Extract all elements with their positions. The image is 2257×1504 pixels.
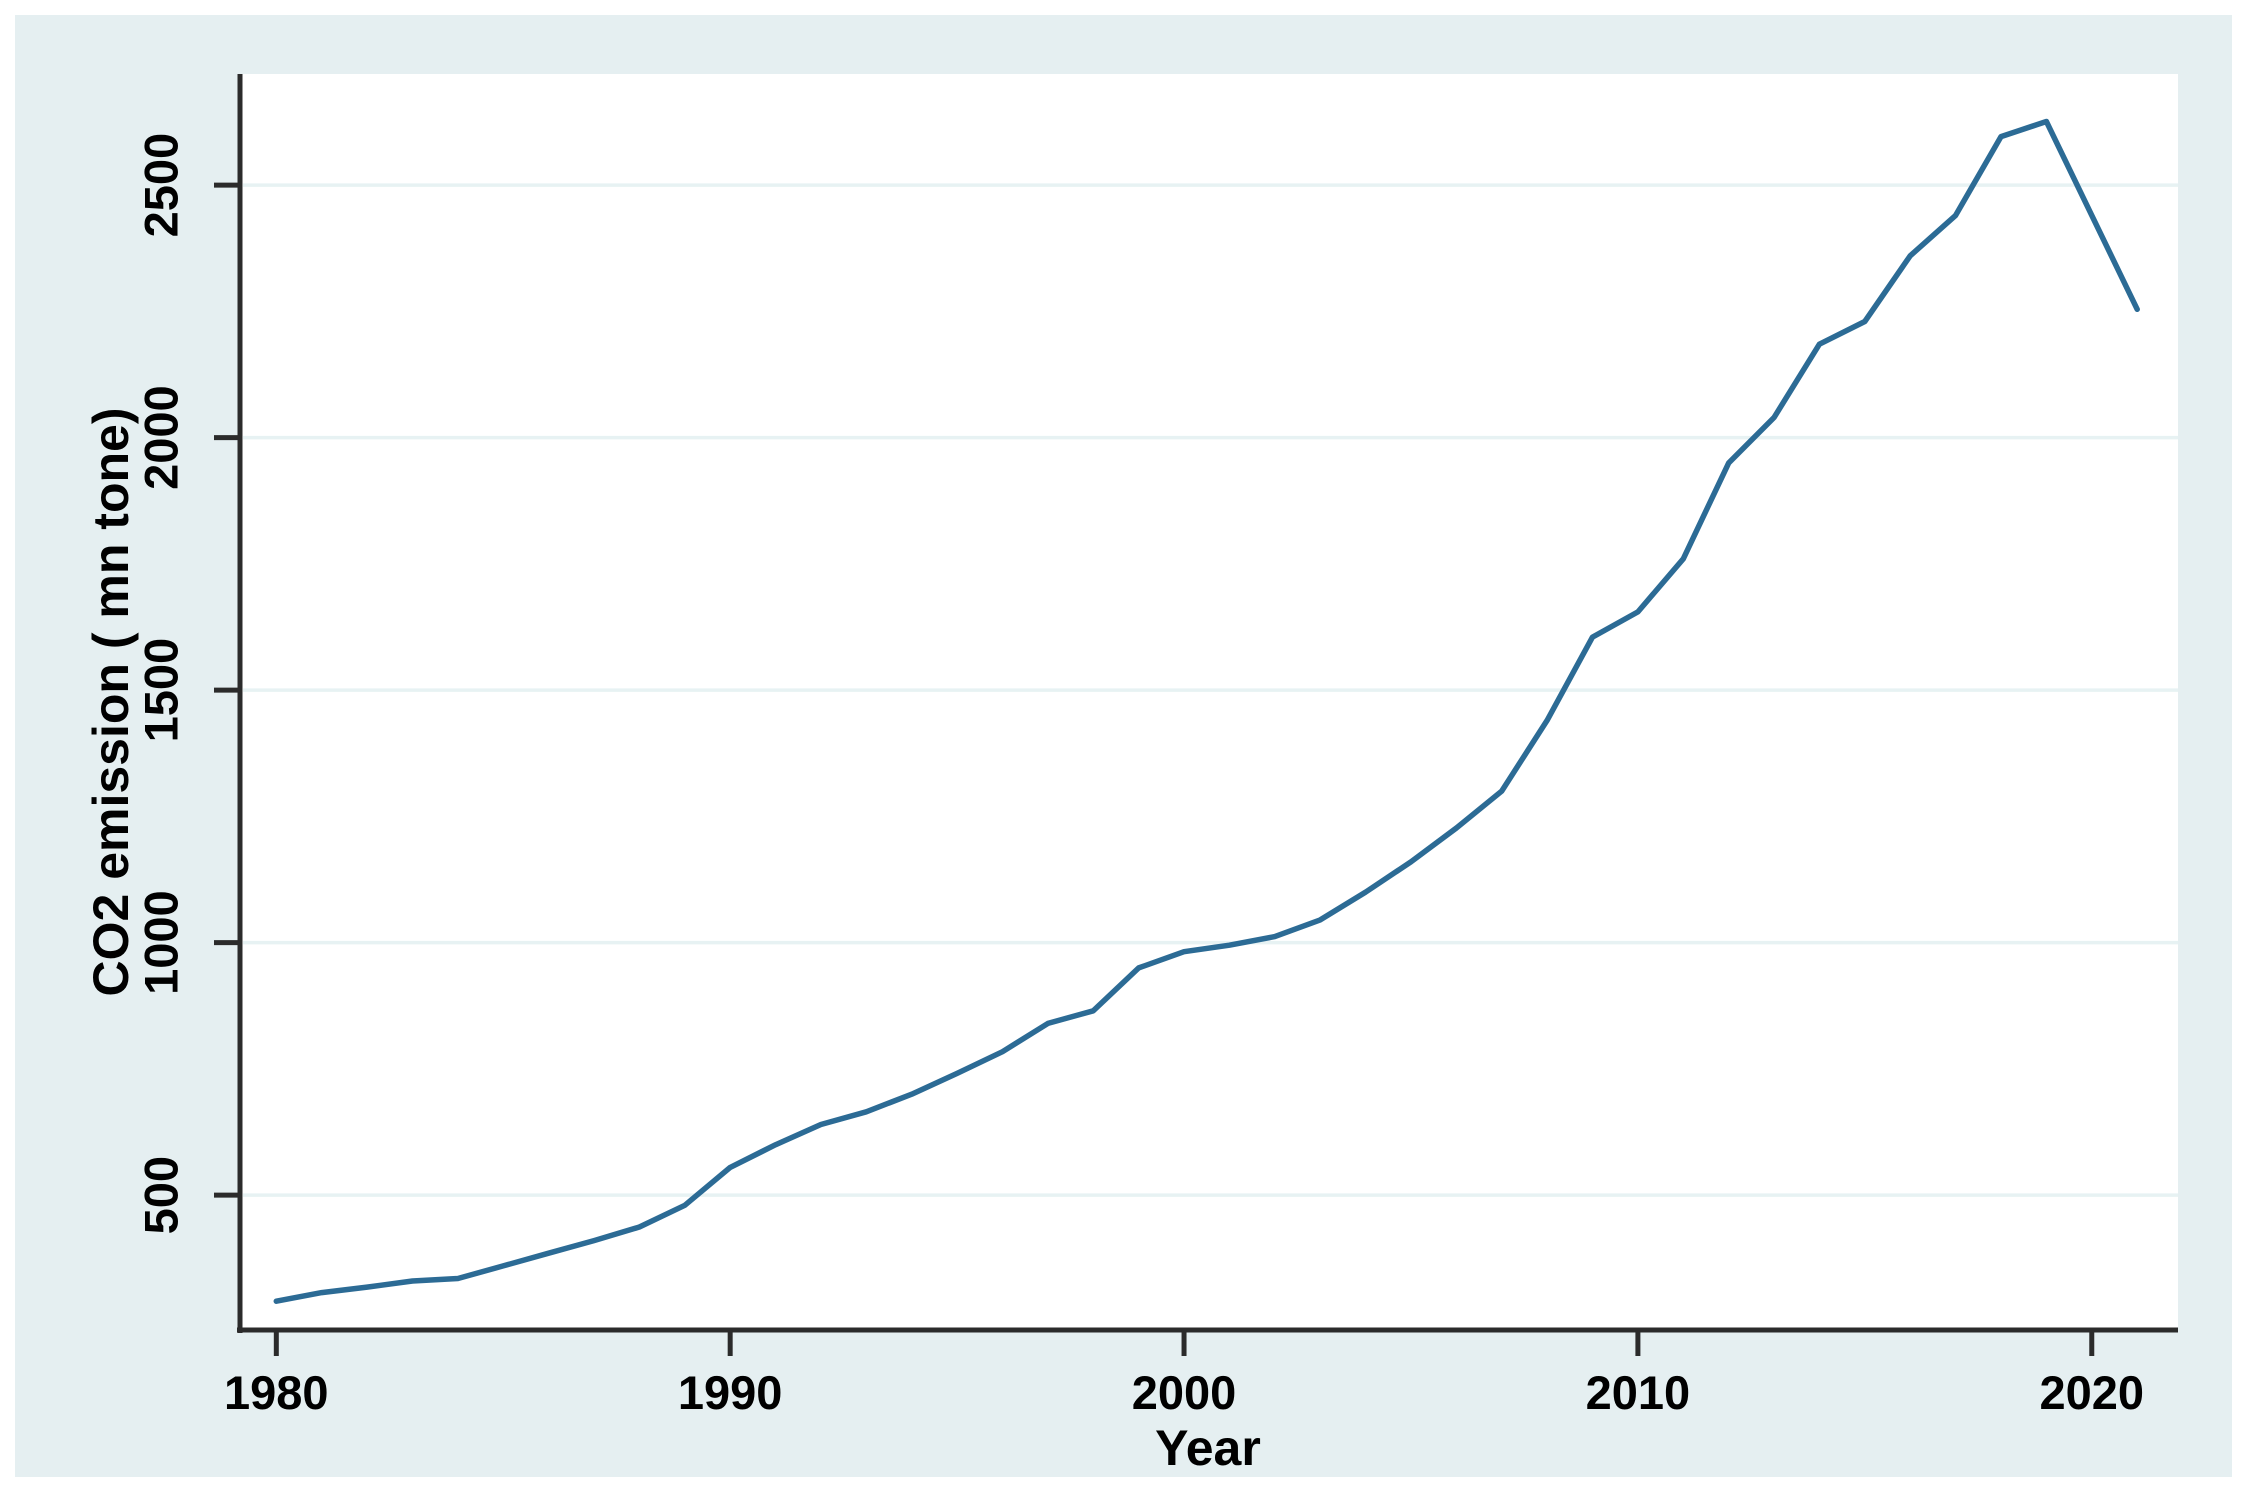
x-axis-tick-labels: 1980 1990 2000 2010 2020: [224, 1366, 2144, 1419]
x-axis-title: Year: [1155, 1420, 1261, 1476]
x-axis-ticks: [273, 1330, 2095, 1356]
y-axis-ticks: [214, 182, 240, 1198]
axes: [237, 74, 2178, 1333]
plot-area: [240, 74, 2178, 1330]
y-tick-label-1500: 1500: [135, 638, 188, 743]
y-axis-tick-labels: 500 1000 1500 2000 2500: [135, 133, 188, 1235]
co2-series-line: [273, 118, 2140, 1304]
x-tick-label-2000: 2000: [1132, 1366, 1237, 1419]
co2-emission-polyline: [273, 118, 2140, 1304]
y-axis-title: CO2 emission ( mn tone): [83, 408, 139, 997]
y-tick-label-2500: 2500: [135, 133, 188, 238]
x-tick-label-1980: 1980: [224, 1366, 329, 1419]
y-gridlines: [243, 183, 2178, 1197]
y-tick-label-1000: 1000: [135, 890, 188, 995]
y-tick-label-2000: 2000: [135, 385, 188, 490]
x-tick-label-1990: 1990: [678, 1366, 783, 1419]
x-tick-label-2020: 2020: [2039, 1366, 2144, 1419]
x-tick-label-2010: 2010: [1586, 1366, 1691, 1419]
y-tick-label-500: 500: [135, 1156, 188, 1234]
